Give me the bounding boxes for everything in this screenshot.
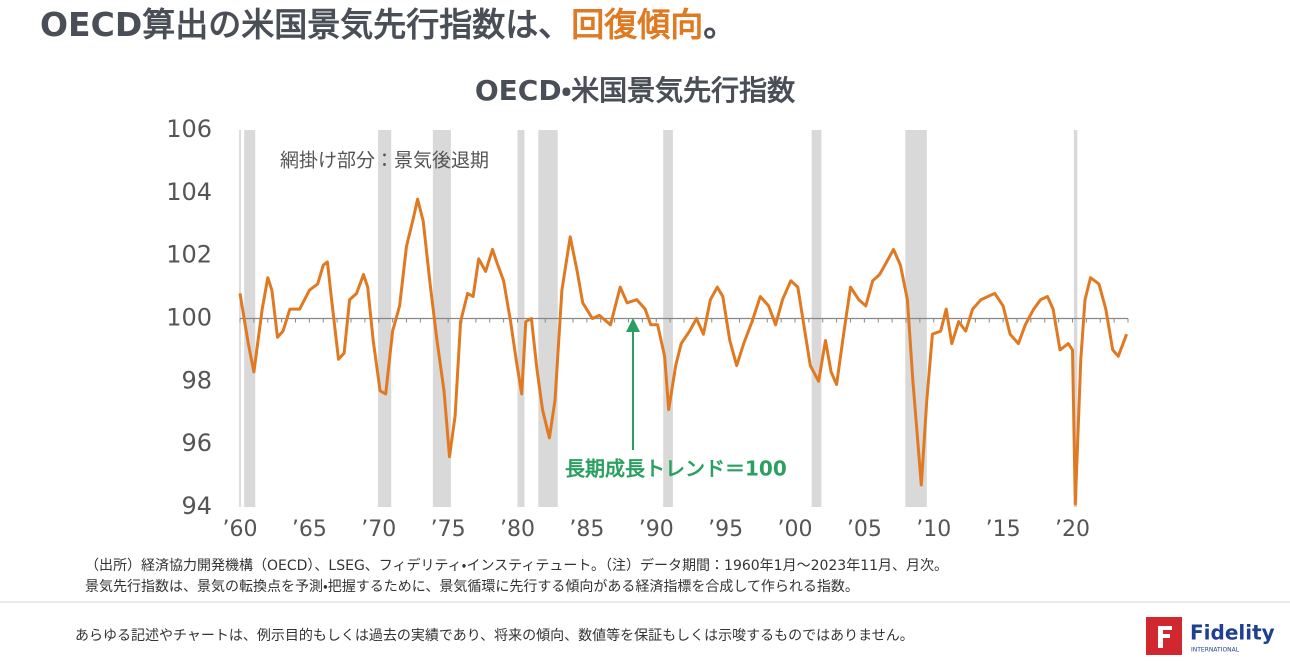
x-tick-label: ’85: [569, 517, 604, 542]
x-tick-label: ’05: [847, 517, 882, 542]
x-tick-label: ’15: [986, 517, 1021, 542]
y-tick-label: 104: [166, 178, 212, 206]
logo-sub: INTERNATIONAL: [1191, 647, 1240, 654]
data-line: [238, 197, 1129, 506]
chart-title: OECD・米国景気先行指数: [475, 74, 796, 107]
title-main: OECD算出の米国景気先行指数は、: [40, 5, 571, 44]
logo-glyph: [1158, 626, 1172, 648]
footnote: 景気先行指数は、景気の転換点を予測・把握するために、景気循環に先行する傾向がある…: [85, 579, 859, 595]
x-tick-label: ’00: [778, 517, 813, 542]
x-tick-label: ’70: [361, 517, 396, 542]
x-tick-label: ’80: [500, 517, 535, 542]
footnote: （出所）経済協力開発機構（OECD）、LSEG、フィデリティ・インスティテュート…: [85, 557, 948, 574]
disclaimer: あらゆる記述やチャートは、例示目的もしくは過去の実績であり、将来の傾向、数値等を…: [75, 627, 914, 644]
x-tick-label: ’20: [1055, 517, 1090, 542]
y-tick-label: 100: [166, 304, 212, 332]
x-tick-label: ’95: [708, 517, 743, 542]
plot: 94 96 98 100 102 104 106 ’60 ’65 ’70 ’75 ’80 ’85 ’90 ’…: [166, 115, 1129, 542]
x-tick-label: ’10: [916, 517, 951, 542]
x-tick-label: ’90: [639, 517, 674, 542]
y-tick-label: 106: [166, 115, 212, 143]
y-tick-label: 96: [181, 429, 212, 457]
x-tick-label: ’60: [223, 517, 258, 542]
x-tick-label: ’65: [292, 517, 327, 542]
y-tick-label: 102: [166, 241, 212, 269]
shading-note: 網掛け部分：景気後退期: [280, 150, 489, 172]
trend-note: 長期成長トレンド＝100: [565, 457, 787, 481]
y-tick-label: 94: [181, 492, 212, 520]
slide-title: OECD算出の米国景気先行指数は、回復傾向。: [40, 5, 736, 44]
title-highlight: 回復傾向: [571, 5, 703, 44]
y-tick-label: 98: [181, 366, 212, 394]
title-end: 。: [703, 5, 736, 44]
x-tick-label: ’75: [431, 517, 466, 542]
logo-name: Fidelity: [1190, 621, 1275, 645]
trend-arrowhead: [626, 318, 640, 332]
